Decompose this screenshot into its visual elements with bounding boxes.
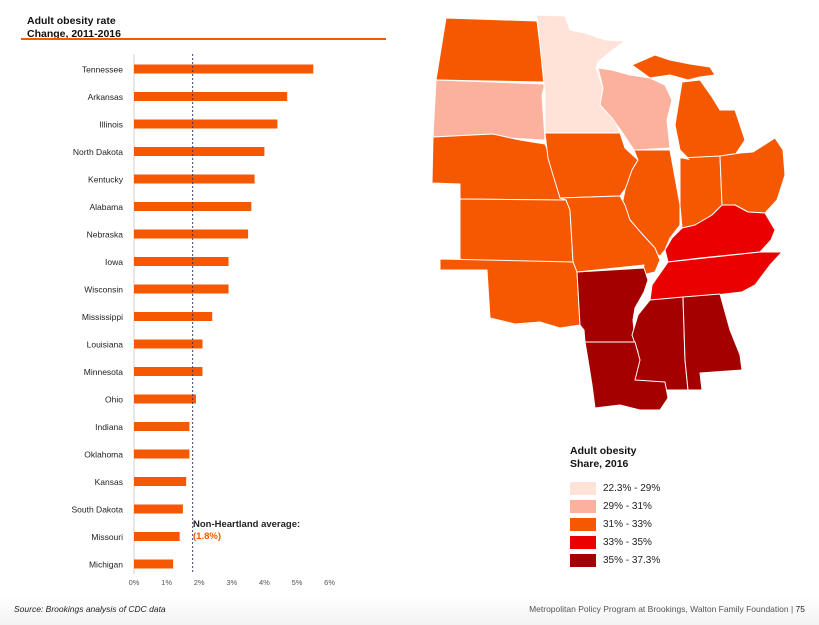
category-label: Oklahoma <box>84 450 123 460</box>
x-tick-label: 1% <box>161 578 172 587</box>
bar <box>134 257 229 266</box>
category-label: Wisconsin <box>84 285 123 295</box>
category-label: Kansas <box>95 477 123 487</box>
category-label: Illinois <box>99 120 123 130</box>
legend-label: 31% - 33% <box>603 518 652 530</box>
credit-text: Metropolitan Policy Program at Brookings… <box>529 604 796 614</box>
state-tennessee: Tennessee <box>649 251 783 301</box>
bar-chart-title-main: Adult obesity rate <box>27 15 116 27</box>
category-label: Mississippi <box>82 312 123 322</box>
state-alabama: Alabama <box>682 293 743 391</box>
legend-label: 29% - 31% <box>603 500 652 512</box>
legend-item: 29% - 31% <box>570 497 660 515</box>
state-kansas: Kansas <box>459 198 574 263</box>
state-arkansas: Arkansas <box>576 267 649 343</box>
lake-michigan <box>667 82 690 160</box>
category-label: Nebraska <box>87 230 124 240</box>
legend-swatch <box>570 481 596 495</box>
category-label: Michigan <box>89 560 123 570</box>
x-tick-label: 6% <box>324 578 335 587</box>
legend-swatch <box>570 553 596 567</box>
state-mississippi: Mississippi <box>629 296 689 391</box>
legend-swatch <box>570 517 596 531</box>
category-label: Indiana <box>95 422 123 432</box>
bar <box>134 147 265 156</box>
category-label: Iowa <box>105 257 123 267</box>
legend-item: 35% - 37.3% <box>570 551 660 569</box>
bar <box>134 92 288 101</box>
footer-credit: Metropolitan Policy Program at Brookings… <box>529 604 805 614</box>
x-tick-label: 3% <box>226 578 237 587</box>
category-label: Alabama <box>89 202 123 212</box>
state-south-dakota: South Dakota <box>432 79 546 141</box>
bar-chart-title: Adult obesity rate Change, 2011-2016 <box>27 15 121 41</box>
bar-chart-subtitle: Change, 2011-2016 <box>27 28 121 40</box>
legend-title-main: Adult obesity <box>570 445 637 457</box>
bar <box>134 367 203 376</box>
category-label: Louisiana <box>87 340 124 350</box>
legend-label: 22.3% - 29% <box>603 482 661 494</box>
category-label: North Dakota <box>73 147 123 157</box>
bar <box>134 312 213 321</box>
legend-title: Adult obesity Share, 2016 <box>570 445 660 471</box>
obesity-map: North DakotaSouth DakotaMinnesotaWiscons… <box>431 14 786 411</box>
bar <box>134 477 187 486</box>
x-tick-label: 4% <box>259 578 270 587</box>
category-label: Kentucky <box>88 175 124 185</box>
page-footer: Source: Brookings analysis of CDC data M… <box>0 596 819 625</box>
legend-label: 35% - 37.3% <box>603 554 661 566</box>
bar-chart: Tennessee Arkansas Illinois North Dakota Ken… <box>71 54 335 587</box>
bar <box>134 119 278 129</box>
bar <box>134 174 255 184</box>
x-tick-label: 0% <box>129 578 140 587</box>
state-iowa: Iowa <box>544 132 639 199</box>
state-louisiana: Louisiana <box>584 341 669 411</box>
legend-label: 33% - 35% <box>603 536 652 548</box>
x-tick-label: 5% <box>292 578 303 587</box>
legend-item: 22.3% - 29% <box>570 479 660 497</box>
bar <box>134 559 174 569</box>
title-divider <box>21 38 386 40</box>
bar <box>134 284 229 294</box>
state-minnesota: Minnesota <box>536 14 626 134</box>
page-number: 75 <box>795 604 805 614</box>
bar <box>134 64 314 74</box>
bar <box>134 532 180 541</box>
bar <box>134 339 203 349</box>
legend-item: 33% - 35% <box>570 533 660 551</box>
bar <box>134 449 190 459</box>
bar <box>134 422 190 431</box>
category-label: Arkansas <box>88 92 123 102</box>
reference-line-label: Non-Heartland average: (1.8%) <box>193 519 300 543</box>
map-legend: Adult obesity Share, 2016 22.3% - 29% 29%… <box>570 445 660 569</box>
category-label: Ohio <box>105 395 123 405</box>
bar <box>134 229 249 239</box>
category-label: Missouri <box>91 532 123 542</box>
state-missouri: Missouri <box>559 195 661 276</box>
state-north-dakota: North Dakota <box>435 17 546 83</box>
x-tick-label: 2% <box>194 578 205 587</box>
legend-swatch <box>570 499 596 513</box>
bar <box>134 394 196 404</box>
legend-item: 31% - 33% <box>570 515 660 533</box>
category-label: Minnesota <box>84 367 123 377</box>
category-label: South Dakota <box>71 505 123 515</box>
reference-line-value: (1.8%) <box>193 531 221 542</box>
reference-line-text: Non-Heartland average: <box>193 519 301 530</box>
state-oklahoma: Oklahoma <box>439 258 581 329</box>
bar <box>134 504 183 514</box>
legend-swatch <box>570 535 596 549</box>
category-label: Tennessee <box>82 65 123 75</box>
legend-subtitle: Share, 2016 <box>570 458 629 470</box>
source-note: Source: Brookings analysis of CDC data <box>14 604 166 614</box>
